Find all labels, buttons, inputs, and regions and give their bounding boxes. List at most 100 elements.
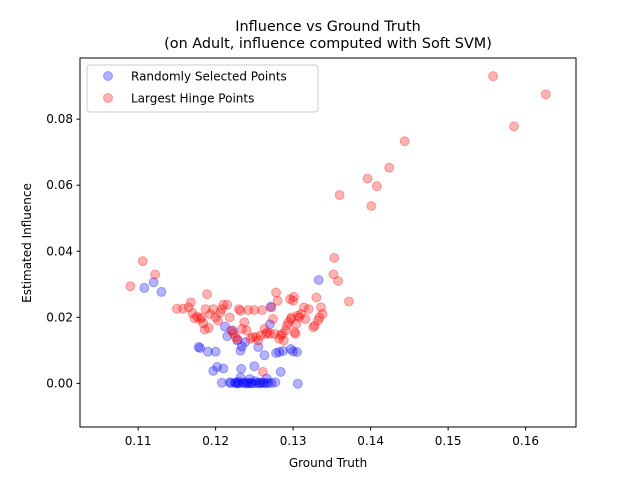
data-point [198,318,209,329]
data-point [247,378,258,389]
data-point [199,324,210,335]
legend-label-hinge: Largest Hinge Points [131,92,254,106]
data-point [218,299,229,310]
x-tick-label: 0.12 [202,434,229,448]
data-point [210,346,221,357]
data-point [241,325,252,336]
x-tick-label: 0.11 [125,434,152,448]
data-point [254,377,265,388]
data-point [488,71,499,82]
data-point [218,363,229,374]
data-point [270,377,281,388]
data-point [150,269,161,280]
data-point [232,378,243,389]
data-point [263,377,274,388]
data-point [249,305,260,316]
x-tick-label: 0.16 [512,434,539,448]
data-point [371,181,382,192]
data-point [309,320,320,331]
data-point [185,297,196,308]
data-point [196,312,207,323]
data-point [261,328,271,339]
data-point [312,315,323,326]
x-tick-label: 0.14 [357,434,384,448]
data-point [249,361,260,372]
data-point [245,333,256,344]
data-point [343,296,354,307]
data-point [272,295,283,306]
data-point [228,328,239,339]
data-point [216,377,227,388]
data-point [274,347,285,358]
points-layer [125,71,551,389]
data-point [274,333,285,344]
data-point [311,292,322,303]
data-point [298,302,309,313]
data-point [384,162,395,173]
data-point [317,309,328,320]
series-0 [139,274,324,389]
data-point [183,302,194,313]
data-point [275,366,286,377]
data-point [226,378,237,389]
data-point [258,378,269,389]
data-point [237,378,248,389]
data-point [137,256,148,267]
data-point [230,332,241,343]
data-point [242,377,253,388]
data-point [275,330,286,341]
data-point [246,378,257,389]
y-tick-label: 0.06 [46,178,73,192]
data-point [195,313,206,324]
data-point [224,377,235,388]
data-point [235,345,246,356]
data-point [200,304,211,315]
data-point [283,317,294,328]
y-tick-label: 0.02 [46,310,73,324]
data-point [285,344,296,355]
x-tick-label: 0.15 [435,434,462,448]
data-point [255,330,266,341]
data-point [257,366,268,377]
data-point [227,325,238,336]
data-point [239,377,250,388]
data-point [241,378,252,389]
data-point [291,318,302,329]
legend-box [86,64,319,113]
data-point [235,305,246,316]
x-tick-label: 0.13 [280,434,307,448]
data-point [281,320,292,331]
data-point [314,312,325,323]
data-point [329,252,340,263]
data-point [250,332,261,343]
chart-title-line2: (on Adult, influence computed with Soft … [164,36,492,52]
y-axis-label: Estimated Influence [20,183,34,303]
data-point [212,315,223,326]
data-point [254,378,265,389]
data-point [236,363,247,374]
data-point [226,325,237,336]
data-point [189,313,200,324]
data-point [280,325,291,336]
data-point [232,335,243,346]
data-point [212,361,223,372]
data-point [216,304,227,315]
axes-frame [79,57,577,428]
data-point [266,378,277,389]
data-point [202,289,213,300]
data-point [239,317,250,328]
data-point [288,295,299,306]
data-point [316,302,327,313]
data-point [292,310,303,321]
data-point [236,323,247,334]
data-point [334,190,345,201]
data-point [230,377,241,388]
legend-marker-hinge [103,93,113,103]
data-point [210,312,221,323]
data-point [399,136,410,147]
data-point [236,341,247,352]
data-point [289,327,300,338]
data-point [290,328,301,339]
y-tick-label: 0.00 [46,376,73,390]
